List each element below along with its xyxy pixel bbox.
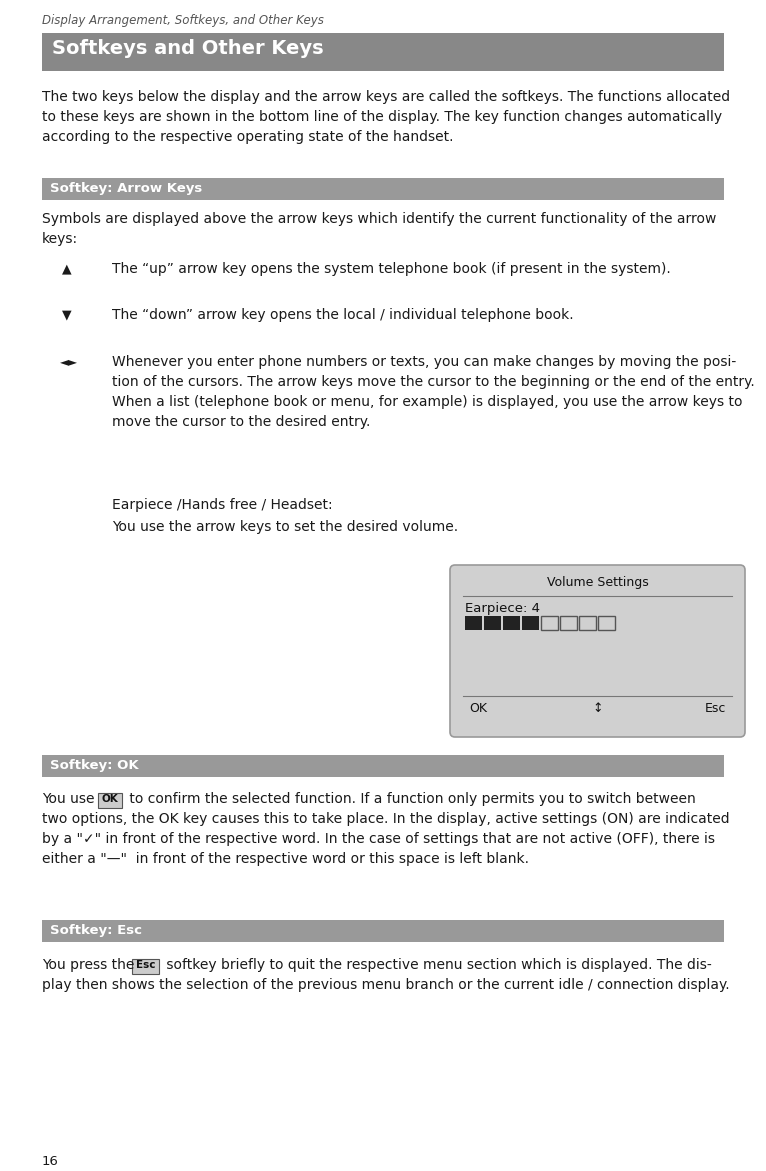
Text: to confirm the selected function. If a function only permits you to switch betwe: to confirm the selected function. If a f… (125, 792, 696, 806)
Text: ↕: ↕ (592, 701, 603, 715)
Text: play then shows the selection of the previous menu branch or the current idle / : play then shows the selection of the pre… (42, 978, 730, 992)
Text: Earpiece: 4: Earpiece: 4 (465, 602, 540, 615)
Text: Esc: Esc (136, 960, 155, 970)
Text: Softkey: Arrow Keys: Softkey: Arrow Keys (50, 182, 202, 196)
Bar (541, 616, 558, 630)
Text: You press the: You press the (42, 958, 139, 972)
Text: 16: 16 (42, 1155, 59, 1167)
Bar (98, 793, 122, 808)
Bar (42, 178, 724, 200)
Text: Earpiece /Hands free / Headset:: Earpiece /Hands free / Headset: (112, 498, 332, 512)
Bar (484, 616, 501, 630)
Text: Esc: Esc (705, 701, 726, 715)
Bar (579, 616, 596, 630)
Bar (42, 33, 724, 71)
Text: Softkeys and Other Keys: Softkeys and Other Keys (52, 39, 323, 59)
Text: two options, the OK key causes this to take place. In the display, active settin: two options, the OK key causes this to t… (42, 812, 730, 867)
Text: You use: You use (42, 792, 99, 806)
Bar (132, 959, 159, 974)
Text: OK: OK (102, 794, 119, 804)
Bar (560, 616, 577, 630)
Text: Volume Settings: Volume Settings (547, 576, 648, 589)
Bar (598, 616, 615, 630)
Text: Display Arrangement, Softkeys, and Other Keys: Display Arrangement, Softkeys, and Other… (42, 14, 324, 27)
Text: Softkey: OK: Softkey: OK (50, 759, 139, 772)
Text: Symbols are displayed above the arrow keys which identify the current functional: Symbols are displayed above the arrow ke… (42, 212, 716, 246)
Bar (42, 755, 724, 778)
Text: Whenever you enter phone numbers or texts, you can make changes by moving the po: Whenever you enter phone numbers or text… (112, 355, 755, 429)
Bar (42, 920, 724, 941)
Bar (465, 616, 482, 630)
Text: OK: OK (469, 701, 487, 715)
Text: ▲: ▲ (62, 262, 72, 275)
Text: ◄►: ◄► (60, 355, 78, 368)
Bar (522, 616, 539, 630)
Text: You use the arrow keys to set the desired volume.: You use the arrow keys to set the desire… (112, 520, 458, 534)
Text: softkey briefly to quit the respective menu section which is displayed. The dis-: softkey briefly to quit the respective m… (162, 958, 712, 972)
Text: Softkey: Esc: Softkey: Esc (50, 924, 142, 937)
Bar (503, 616, 520, 630)
Text: The two keys below the display and the arrow keys are called the softkeys. The f: The two keys below the display and the a… (42, 90, 730, 144)
Text: The “up” arrow key opens the system telephone book (if present in the system).: The “up” arrow key opens the system tele… (112, 262, 671, 276)
Text: The “down” arrow key opens the local / individual telephone book.: The “down” arrow key opens the local / i… (112, 308, 574, 322)
Text: ▼: ▼ (62, 308, 72, 321)
FancyBboxPatch shape (450, 564, 745, 737)
